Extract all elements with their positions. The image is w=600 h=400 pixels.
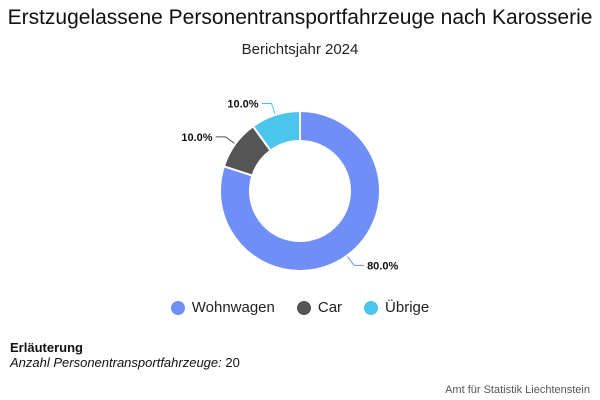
leader-line-wohnwagen [347,256,365,266]
slice-uebrige[interactable] [251,109,301,152]
leader-line-uebrige [261,103,276,115]
data-label-car: 10.0% [181,132,212,144]
legend-item-wohnwagen[interactable]: Wohnwagen [170,299,275,316]
note-value: 20 [225,355,240,370]
chart-subtitle: Berichtsjahr 2024 [241,41,359,58]
legend-label-car: Car [317,299,343,316]
leader-line-car [215,136,235,144]
legend-swatch-uebrige [364,300,379,315]
legend-swatch-wohnwagen [170,300,185,315]
legend-label-uebrige: Übrige [385,299,430,316]
chart-title: Erstzugelassene Personentransportfahrzeu… [7,6,593,29]
slice-wohnwagen[interactable] [219,109,381,272]
note-body: Anzahl Personentransportfahrzeuge: 20 [10,355,240,370]
legend-item-car[interactable]: Car [296,299,343,316]
note-title: Erläuterung [10,340,83,355]
legend-label-wohnwagen: Wohnwagen [191,299,275,316]
legend-item-uebrige[interactable]: Übrige [364,299,429,316]
source-credit: Amt für Statistik Liechtenstein [445,384,590,396]
note-label: Anzahl Personentransportfahrzeuge: [10,355,222,370]
data-label-uebrige: 10.0% [227,99,258,111]
legend: Wohnwagen Car Übrige [0,299,600,316]
legend-swatch-car [296,300,311,315]
data-label-wohnwagen: 80.0% [367,260,398,272]
